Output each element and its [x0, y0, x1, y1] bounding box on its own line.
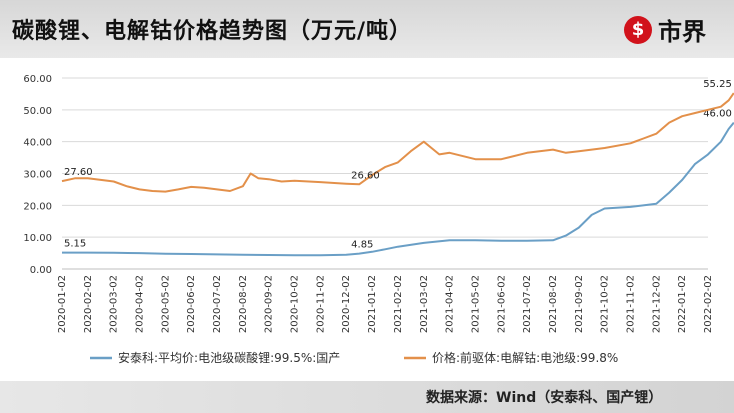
data-label: 26.60 — [351, 170, 380, 181]
x-tick-label: 2022-02-02 — [703, 275, 714, 333]
x-tick-label: 2020-10-02 — [290, 275, 301, 333]
x-tick-label: 2020-04-02 — [135, 275, 146, 333]
x-tick-label: 2021-04-02 — [445, 275, 456, 333]
legend-label-cobalt: 价格:前驱体:电解钴:电池级:99.8% — [432, 350, 618, 365]
x-tick-label: 2020-05-02 — [160, 275, 171, 333]
x-tick-label: 2021-05-02 — [470, 275, 481, 333]
data-label: 55.25 — [703, 79, 732, 90]
data-label: 46.00 — [703, 109, 732, 120]
data-label: 27.60 — [64, 167, 93, 178]
y-tick-label: 10.00 — [23, 233, 52, 244]
x-tick-label: 2020-11-02 — [315, 275, 326, 333]
y-tick-label: 30.00 — [23, 170, 52, 181]
chart-footer: 数据来源：Wind（安泰科、国产锂） — [0, 381, 734, 413]
brand-logo-text: 市界 — [658, 18, 706, 46]
y-tick-label: 40.00 — [23, 138, 52, 149]
x-tick-label: 2021-01-02 — [367, 275, 378, 333]
lithium-carbonate-line — [62, 121, 734, 257]
x-tick-label: 2022-01-02 — [677, 275, 688, 333]
y-tick-label: 0.00 — [30, 265, 52, 276]
y-tick-label: 50.00 — [23, 106, 52, 117]
x-tick-label: 2020-03-02 — [109, 275, 120, 333]
x-tick-label: 2021-06-02 — [496, 275, 507, 333]
x-tick-label: 2021-09-02 — [574, 275, 585, 333]
chart-title: 碳酸锂、电解钴价格趋势图（万元/吨） — [12, 19, 413, 44]
x-tick-label: 2021-11-02 — [625, 275, 636, 333]
x-tick-label: 2020-08-02 — [238, 275, 249, 333]
chart-header: 碳酸锂、电解钴价格趋势图（万元/吨） $ 市界 — [0, 0, 734, 58]
x-tick-label: 2020-07-02 — [212, 275, 223, 333]
chart-area: 0.00 10.00 20.00 30.00 40.00 50.00 60.00 2020-0… — [0, 58, 734, 380]
y-tick-label: 20.00 — [23, 201, 52, 212]
x-tick-label: 2021-07-02 — [522, 275, 533, 333]
x-tick-label: 2021-03-02 — [419, 275, 430, 333]
x-tick-label: 2021-08-02 — [548, 275, 559, 333]
dollar-icon: $ — [624, 15, 652, 44]
x-tick-label: 2021-12-02 — [651, 275, 662, 333]
data-label: 5.15 — [64, 239, 86, 250]
data-label: 4.85 — [351, 240, 373, 251]
x-tick-label: 2020-06-02 — [186, 275, 197, 333]
x-tick-label: 2020-01-02 — [57, 275, 68, 333]
y-tick-label: 60.00 — [23, 74, 52, 85]
line-chart: 0.00 10.00 20.00 30.00 40.00 50.00 60.00 2020-0… — [23, 74, 734, 365]
x-tick-label: 2021-10-02 — [600, 275, 611, 333]
data-source: 数据来源：Wind（安泰科、国产锂） — [426, 390, 663, 406]
x-tick-label: 2021-02-02 — [393, 275, 404, 333]
x-tick-label: 2020-12-02 — [341, 275, 352, 333]
legend-label-lithium: 安泰科:平均价:电池级碳酸锂:99.5%:国产 — [118, 350, 340, 365]
x-tick-label: 2020-09-02 — [264, 275, 275, 333]
x-tick-label: 2020-02-02 — [83, 275, 94, 333]
brand-logo: $ 市界 — [624, 12, 706, 47]
cobalt-line — [61, 92, 734, 193]
